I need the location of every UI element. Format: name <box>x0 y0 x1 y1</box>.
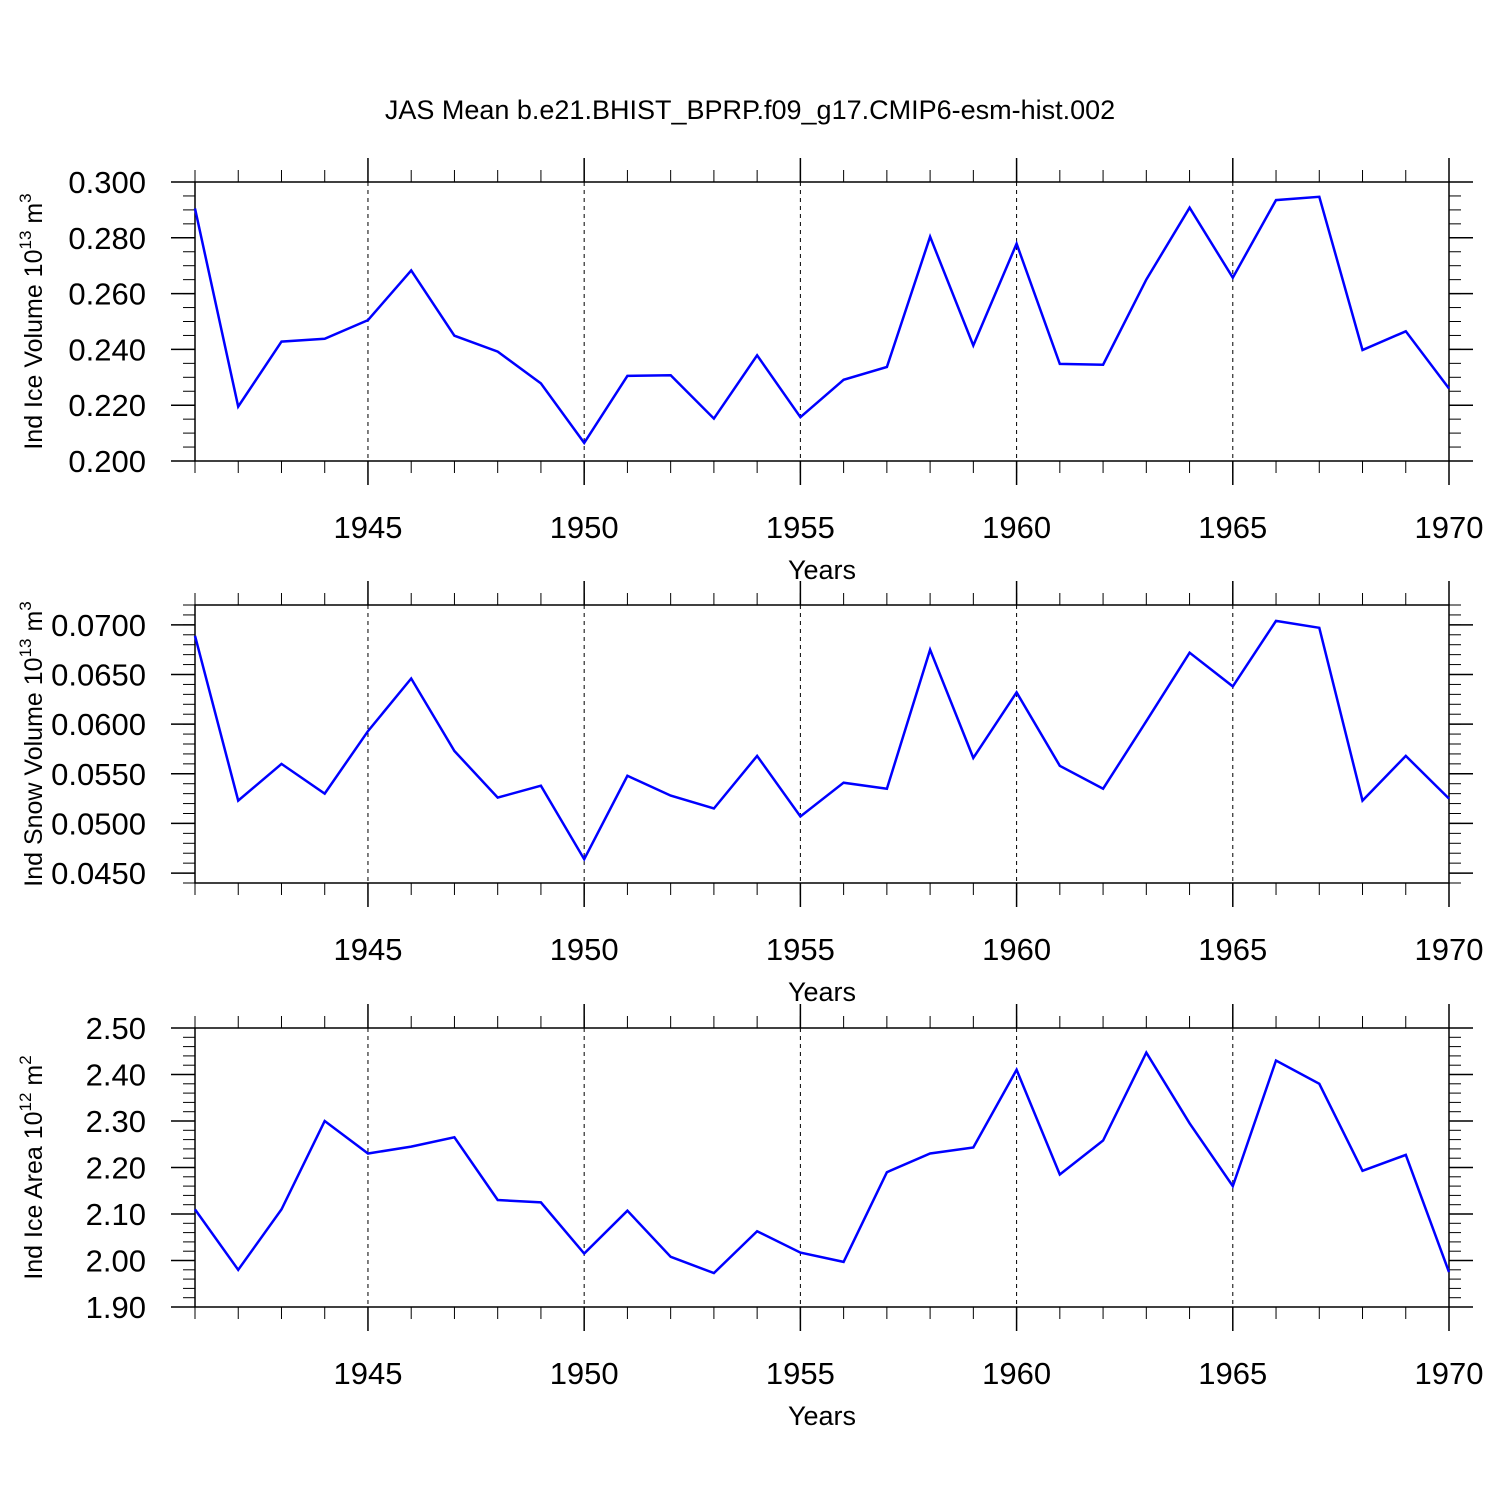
panels: 0.200 0.220 0.240 0.260 0.280 0.300 1945 1950 19… <box>16 158 1483 1431</box>
figure-title: JAS Mean b.e21.BHIST_BPRP.f09_g17.CMIP6-… <box>385 95 1115 125</box>
y-tick-label: 0.300 <box>68 165 146 200</box>
x-axis-label: Years <box>788 977 856 1007</box>
y-tick-label: 2.10 <box>86 1197 146 1232</box>
y-tick-label: 1.90 <box>86 1290 146 1325</box>
x-tick-label: 1950 <box>550 1356 619 1391</box>
y-axis-label-unit: m <box>20 1065 48 1093</box>
x-tick-label: 1965 <box>1198 1356 1267 1391</box>
y-axis-label-exponent: 13 <box>16 231 35 250</box>
y-axis-label: Ind Ice Volume 1013 m3 <box>16 193 48 449</box>
x-tick-label: 1950 <box>550 932 619 967</box>
x-tick-label: 1945 <box>333 510 402 545</box>
x-tick-label: 1955 <box>766 932 835 967</box>
y-tick-label: 2.40 <box>86 1058 146 1093</box>
x-tick-label: 1960 <box>982 932 1051 967</box>
y-tick-label: 0.240 <box>68 332 146 367</box>
x-tick-label: 1970 <box>1415 1356 1484 1391</box>
y-tick-label: 0.220 <box>68 388 146 423</box>
x-tick-label: 1970 <box>1415 932 1484 967</box>
x-tick-label: 1945 <box>333 932 402 967</box>
chart-panel-3: 1.90 2.00 2.10 2.20 2.30 2.40 2.50 1945 1950 1955… <box>16 1004 1483 1431</box>
x-tick-label: 1950 <box>550 510 619 545</box>
y-tick-label: 0.0600 <box>51 707 146 742</box>
x-tick-label: 1960 <box>982 1356 1051 1391</box>
y-axis-label-unit-exponent: 2 <box>16 1055 35 1064</box>
y-tick-label: 2.20 <box>86 1151 146 1186</box>
y-tick-label: 0.0700 <box>51 608 146 643</box>
x-tick-label: 1945 <box>333 1356 402 1391</box>
y-tick-label: 0.280 <box>68 221 146 256</box>
series-line <box>193 195 1450 446</box>
y-tick-label: 0.0650 <box>51 658 146 693</box>
x-axis-label: Years <box>788 555 856 585</box>
x-tick-label: 1955 <box>766 510 835 545</box>
chart-panel-1: 0.200 0.220 0.240 0.260 0.280 0.300 1945 1950 19… <box>16 158 1483 585</box>
y-tick-label: 0.0450 <box>51 856 146 891</box>
series-line <box>193 619 1450 862</box>
plot-frame <box>194 181 1450 462</box>
y-axis-label-unit-exponent: 3 <box>16 193 35 202</box>
y-tick-label: 2.00 <box>86 1244 146 1279</box>
series-line <box>193 1050 1451 1275</box>
x-tick-label: 1965 <box>1198 932 1267 967</box>
y-tick-label: 0.260 <box>68 277 146 312</box>
x-tick-label: 1955 <box>766 1356 835 1391</box>
y-axis-label-unit: m <box>20 611 48 639</box>
y-tick-label: 0.200 <box>68 444 146 479</box>
y-axis-label: Ind Snow Volume 1013 m3 <box>16 601 48 887</box>
y-axis-label-exponent: 13 <box>16 639 35 658</box>
y-axis-label-unit-exponent: 3 <box>16 601 35 610</box>
y-axis-label-main: Ind Ice Area 10 <box>20 1111 48 1279</box>
x-tick-label: 1960 <box>982 510 1051 545</box>
y-axis-label-unit: m <box>20 203 48 231</box>
x-tick-label: 1965 <box>1198 510 1267 545</box>
plot-frame <box>194 1027 1450 1308</box>
plot-frame <box>194 604 1450 884</box>
y-tick-label: 2.30 <box>86 1104 146 1139</box>
x-tick-label: 1970 <box>1415 510 1484 545</box>
y-tick-label: 0.0550 <box>51 757 146 792</box>
y-axis-label-exponent: 12 <box>16 1093 35 1112</box>
y-axis-label-main: Ind Snow Volume 10 <box>20 657 48 886</box>
chart-panel-2: 0.0450 0.0500 0.0550 0.0600 0.0650 0.0700 1945… <box>16 581 1483 1007</box>
y-axis-label-main: Ind Ice Volume 10 <box>20 250 48 450</box>
y-axis-label: Ind Ice Area 1012 m2 <box>16 1055 48 1279</box>
x-axis-label: Years <box>788 1401 856 1431</box>
y-tick-label: 0.0500 <box>51 806 146 841</box>
y-tick-label: 2.50 <box>86 1011 146 1046</box>
